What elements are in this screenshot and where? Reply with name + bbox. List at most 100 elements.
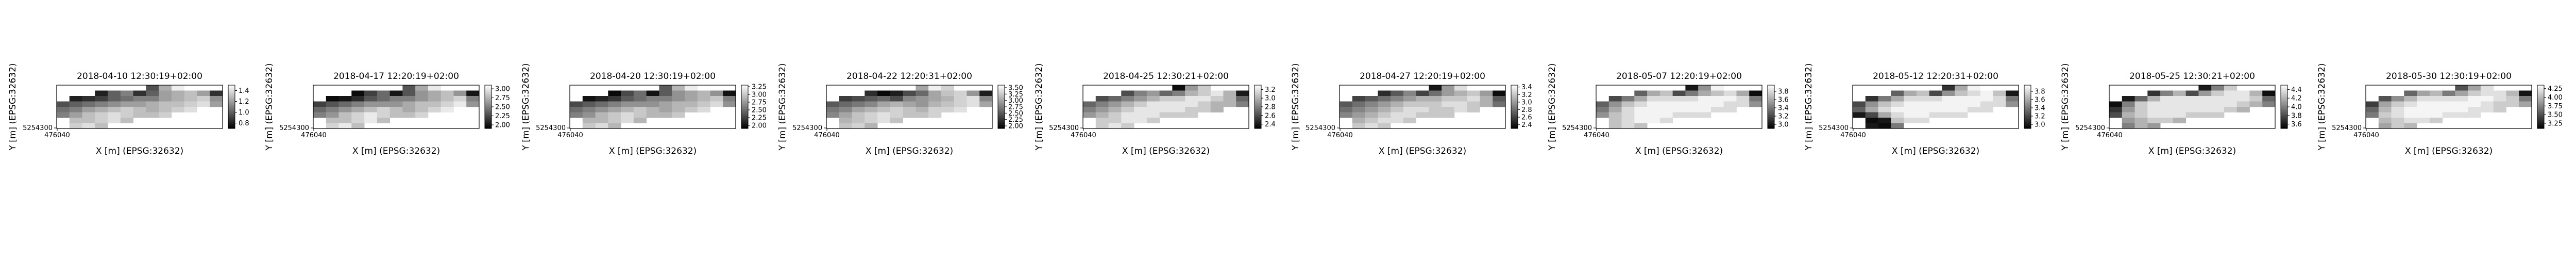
heatmap-cell bbox=[2378, 101, 2392, 107]
heatmap-cell bbox=[1352, 107, 1365, 112]
heatmap-cell bbox=[95, 96, 108, 102]
heatmap-cell bbox=[1865, 118, 1878, 123]
colorbar-tick-label: 1.4 bbox=[239, 87, 249, 95]
heatmap-cell bbox=[1891, 118, 1904, 123]
heatmap-cell bbox=[389, 107, 403, 112]
heatmap-cell bbox=[210, 101, 223, 107]
heatmap-cell bbox=[967, 90, 980, 96]
heatmap-cell bbox=[1634, 90, 1648, 96]
heatmap-cell bbox=[1223, 101, 1236, 107]
heatmap-cell bbox=[2198, 90, 2212, 96]
colorbar-tick-label: 2.4 bbox=[1265, 121, 1276, 128]
heatmap-cell bbox=[1672, 101, 1686, 107]
heatmap-cell bbox=[1955, 90, 1968, 96]
heatmap-cell bbox=[916, 85, 929, 91]
heatmap-cell bbox=[1083, 107, 1096, 112]
heatmap-cell bbox=[1967, 96, 1981, 102]
heatmap-cell bbox=[1929, 96, 1942, 102]
colorbar-tick-label: 4.4 bbox=[2291, 86, 2302, 94]
heatmap-cell bbox=[1134, 118, 1147, 123]
colorbar-tick-label: 3.25 bbox=[2548, 120, 2563, 127]
heatmap-cell bbox=[890, 96, 904, 102]
heatmap-cell bbox=[903, 96, 916, 102]
colorbar bbox=[2280, 85, 2288, 129]
y-tick-label: 5254300 bbox=[1049, 124, 1079, 132]
x-axis-label: X [m] (EPSG:32632) bbox=[1122, 146, 1210, 156]
heatmap-cell bbox=[1904, 90, 1917, 96]
colorbar-tick-label: 3.25 bbox=[1008, 91, 1023, 99]
heatmap-cell bbox=[1095, 123, 1109, 129]
colorbar-tick-label: 3.8 bbox=[1778, 88, 1789, 96]
heatmap-cell bbox=[2185, 96, 2199, 102]
heatmap-cell bbox=[1596, 112, 1609, 118]
heatmap-cell bbox=[916, 90, 929, 96]
heatmap-cell bbox=[672, 107, 685, 112]
heatmap-cell bbox=[1621, 107, 1635, 112]
heatmap-cell bbox=[1083, 112, 1096, 118]
heatmap-cell bbox=[2173, 90, 2187, 96]
heatmap-cell bbox=[672, 85, 685, 91]
heatmap-cell bbox=[1185, 96, 1198, 102]
heatmap-cell bbox=[159, 101, 172, 107]
heatmap-cell bbox=[2455, 112, 2468, 118]
heatmap-cell bbox=[1378, 123, 1391, 129]
colorbar-tick-label: 3.2 bbox=[1778, 113, 1789, 121]
heatmap-cell bbox=[1865, 107, 1878, 112]
colorbar-tick-label: 3.0 bbox=[1265, 95, 1276, 103]
heatmap-cell bbox=[1210, 90, 1224, 96]
heatmap-cell bbox=[1942, 96, 1955, 102]
heatmap-cell bbox=[1121, 123, 1134, 129]
heatmap-cell bbox=[1442, 85, 1455, 91]
heatmap-cell bbox=[1480, 90, 1493, 96]
heatmap-cell bbox=[2429, 112, 2443, 118]
heatmap-cell bbox=[1442, 107, 1455, 112]
heatmap-cell bbox=[1967, 107, 1981, 112]
heatmap-cell bbox=[377, 90, 391, 96]
heatmap-cell bbox=[1146, 101, 1160, 107]
heatmap-cell bbox=[1108, 123, 1122, 129]
heatmap-cell bbox=[941, 96, 955, 102]
heatmap-cell bbox=[1467, 107, 1480, 112]
heatmap-cell bbox=[1608, 123, 1622, 129]
heatmap-cell bbox=[1916, 96, 1930, 102]
heatmap-cell bbox=[1710, 96, 1724, 102]
heatmap-cell bbox=[2506, 90, 2519, 96]
heatmap-cell bbox=[1891, 90, 1904, 96]
heatmap-cell bbox=[916, 112, 929, 118]
heatmap-cell bbox=[684, 90, 698, 96]
heatmap-cell bbox=[120, 118, 134, 123]
heatmap-cell bbox=[928, 101, 942, 107]
heatmap-cell bbox=[1916, 107, 1930, 112]
heatmap-cell bbox=[1685, 96, 1699, 102]
heatmap-cell bbox=[710, 101, 723, 107]
heatmap-cell bbox=[621, 96, 634, 102]
heatmap-cell bbox=[1108, 101, 1122, 107]
heatmap-cell bbox=[1685, 85, 1699, 91]
heatmap-cell bbox=[2134, 123, 2148, 129]
heatmap-cell bbox=[1659, 101, 1673, 107]
heatmap-cell bbox=[928, 107, 942, 112]
heatmap-cell bbox=[2455, 96, 2468, 102]
heatmap-cell bbox=[2224, 96, 2238, 102]
heatmap-cell bbox=[2185, 90, 2199, 96]
heatmap-cell bbox=[2006, 101, 2019, 107]
heatmap-cell bbox=[2493, 107, 2506, 112]
heatmap-cell bbox=[1146, 96, 1160, 102]
colorbar-tick-label: 2.4 bbox=[1521, 121, 1532, 129]
heatmap-cell bbox=[865, 112, 878, 118]
heatmap-cell bbox=[1197, 107, 1211, 112]
heatmap-cell bbox=[890, 118, 904, 123]
colorbar-tick-label: 3.2 bbox=[2035, 113, 2045, 121]
heatmap-cell bbox=[1608, 112, 1622, 118]
heatmap-cell bbox=[2224, 107, 2238, 112]
panel-title: 2018-05-12 12:20:31+02:00 bbox=[1873, 71, 1998, 82]
heatmap-cell bbox=[1352, 118, 1365, 123]
heatmap-cell bbox=[877, 101, 891, 107]
heatmap-cell bbox=[1621, 96, 1635, 102]
heatmap-cells bbox=[1083, 85, 1249, 129]
colorbar-tick-label: 3.50 bbox=[1008, 84, 1023, 92]
colorbar-tick-label: 4.0 bbox=[2291, 104, 2302, 111]
